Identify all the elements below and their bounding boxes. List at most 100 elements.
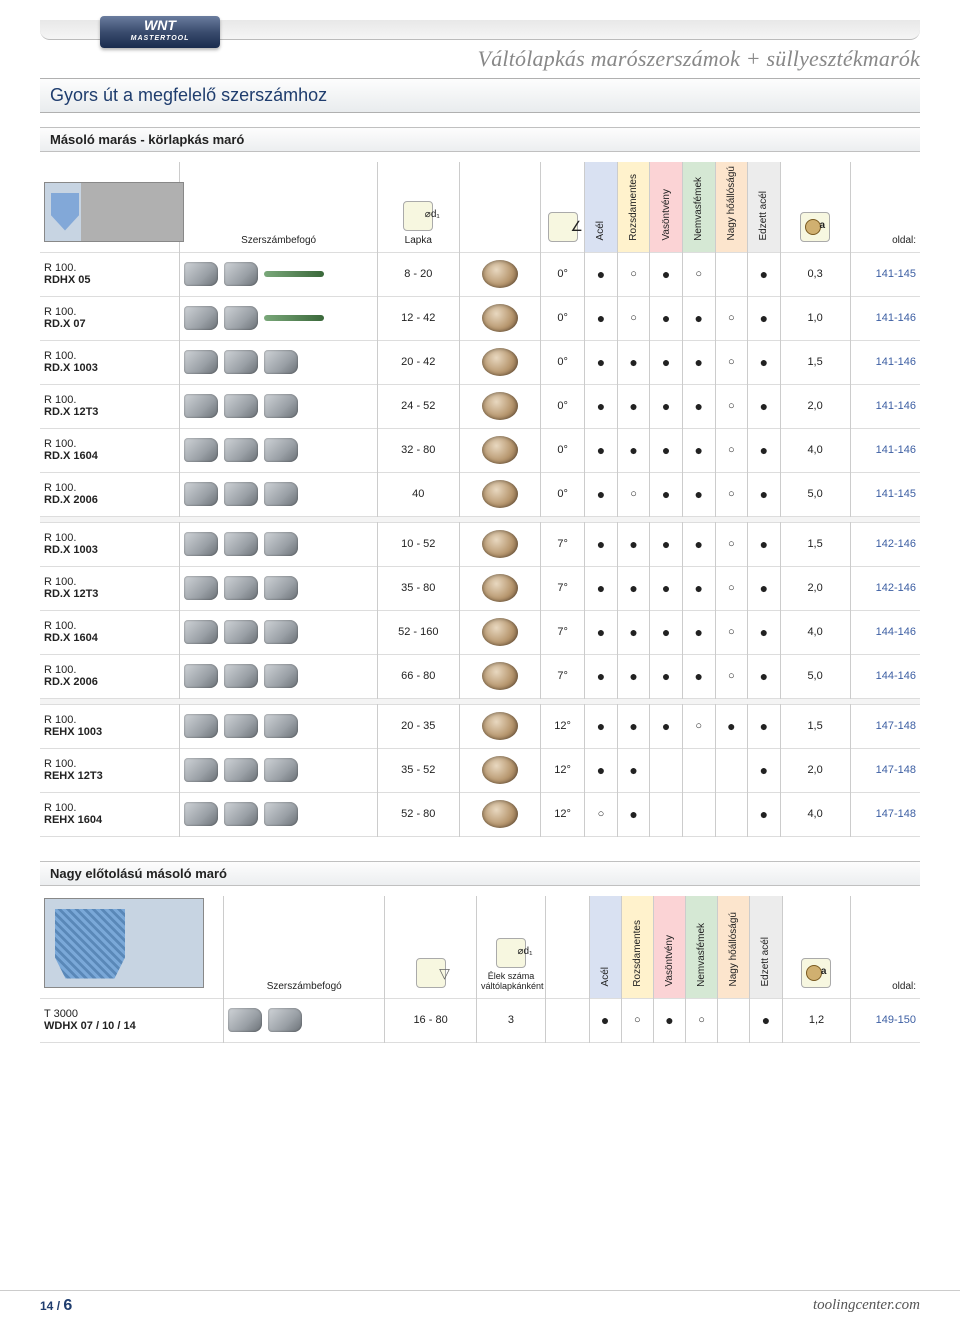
col2-m2: Rozsdamentes bbox=[621, 896, 653, 999]
row-m4: ● bbox=[682, 296, 715, 340]
row-holder bbox=[180, 704, 378, 748]
dot-icon: ● bbox=[597, 580, 605, 596]
row-m2: ○ bbox=[617, 296, 650, 340]
row-m4 bbox=[682, 748, 715, 792]
row-m6: ● bbox=[748, 748, 781, 792]
row-m1: ● bbox=[585, 384, 618, 428]
circle-icon: ○ bbox=[630, 312, 637, 324]
row-lapka: 8 - 20 bbox=[378, 252, 459, 296]
row-l1: R 100. bbox=[44, 262, 175, 274]
footer-url: toolingcenter.com bbox=[813, 1297, 920, 1315]
row-a: 2,0 bbox=[780, 384, 850, 428]
dot-icon: ● bbox=[694, 536, 702, 552]
row-l1: R 100. bbox=[44, 714, 175, 726]
row-name: R 100. RDHX 05 bbox=[40, 252, 180, 296]
col-holder: Szerszámbefogó bbox=[180, 162, 378, 252]
row-angle: 12° bbox=[540, 748, 584, 792]
row-m4: ● bbox=[682, 384, 715, 428]
dot-icon: ● bbox=[629, 668, 637, 684]
dot-icon: ● bbox=[597, 354, 605, 370]
dot-icon: ● bbox=[760, 668, 768, 684]
row-m5: ○ bbox=[715, 654, 748, 698]
row-m1: ● bbox=[589, 998, 621, 1042]
row-name: R 100. REHX 1003 bbox=[40, 704, 180, 748]
row-m2: ● bbox=[617, 340, 650, 384]
row-l2: REHX 1604 bbox=[44, 814, 175, 826]
col2-edges-label: Élek száma váltólapkánként bbox=[481, 972, 541, 992]
holder-tool bbox=[264, 714, 298, 738]
logo-line2: MASTERTOOL bbox=[100, 34, 220, 43]
row-m1: ● bbox=[585, 472, 618, 516]
row-spacer bbox=[545, 998, 589, 1042]
row-insert bbox=[459, 252, 540, 296]
holder-tool bbox=[224, 262, 258, 286]
holder-tool bbox=[224, 306, 258, 330]
row-holder bbox=[180, 748, 378, 792]
row-a: 2,0 bbox=[780, 748, 850, 792]
col-page-label: oldal: bbox=[892, 235, 916, 246]
tri-icon bbox=[416, 958, 446, 988]
dot-icon: ● bbox=[629, 580, 637, 596]
dot-icon: ● bbox=[629, 536, 637, 552]
row-insert bbox=[459, 522, 540, 566]
holder-tool bbox=[264, 394, 298, 418]
dot-icon: ● bbox=[760, 266, 768, 282]
row-page: 141-146 bbox=[850, 296, 920, 340]
band-title: Gyors út a megfelelő szerszámhoz bbox=[40, 78, 920, 113]
row-m6: ● bbox=[750, 998, 782, 1042]
row-m6: ● bbox=[748, 252, 781, 296]
circle-icon: ○ bbox=[728, 312, 735, 324]
row-lapka: 12 - 42 bbox=[378, 296, 459, 340]
row-m6: ● bbox=[748, 384, 781, 428]
m4b-label: Nemvasfémek bbox=[696, 921, 707, 989]
dot-icon: ● bbox=[662, 668, 670, 684]
footer-page-big: 6 bbox=[63, 1297, 72, 1314]
row-m4: ● bbox=[682, 566, 715, 610]
dot-icon: ● bbox=[629, 354, 637, 370]
row-m1: ● bbox=[585, 252, 618, 296]
m3b-label: Vasöntvény bbox=[664, 933, 675, 989]
col-page: oldal: bbox=[850, 162, 920, 252]
m4-label: Nemvasfémek bbox=[693, 175, 704, 243]
dot-icon: ● bbox=[762, 1012, 770, 1028]
row-l1: R 100. bbox=[44, 576, 175, 588]
m6b-label: Edzett acél bbox=[760, 935, 771, 988]
m2-label: Rozsdamentes bbox=[628, 172, 639, 243]
insert-icon bbox=[482, 260, 518, 288]
dot-icon: ● bbox=[760, 354, 768, 370]
row-name: R 100. RD.X 07 bbox=[40, 296, 180, 340]
row-insert bbox=[459, 472, 540, 516]
row-a: 1,5 bbox=[780, 340, 850, 384]
col-m5: Nagy hőállóságú bbox=[715, 162, 748, 252]
row-l1: R 100. bbox=[44, 532, 175, 544]
row-holder bbox=[180, 428, 378, 472]
row-m2: ○ bbox=[617, 252, 650, 296]
row-l2: RD.X 12T3 bbox=[44, 406, 175, 418]
dot-icon: ● bbox=[694, 624, 702, 640]
col2-m3: Vasöntvény bbox=[653, 896, 685, 999]
col-m6: Edzett acél bbox=[748, 162, 781, 252]
diagram-cell-2 bbox=[40, 896, 224, 999]
row-page: 141-146 bbox=[850, 428, 920, 472]
holder-tool bbox=[184, 802, 218, 826]
angle-icon bbox=[548, 212, 578, 242]
row-l2: RD.X 1604 bbox=[44, 632, 175, 644]
dot-icon: ● bbox=[597, 486, 605, 502]
row-a: 1,5 bbox=[780, 522, 850, 566]
row-m2: ● bbox=[617, 610, 650, 654]
row-name: R 100. RD.X 12T3 bbox=[40, 384, 180, 428]
row-angle: 7° bbox=[540, 610, 584, 654]
dot-icon: ● bbox=[662, 580, 670, 596]
row-m3: ● bbox=[650, 296, 683, 340]
col-angle bbox=[540, 162, 584, 252]
row-holder bbox=[180, 252, 378, 296]
row-page: 144-146 bbox=[850, 610, 920, 654]
table-row: R 100. REHX 12T3 35 - 52 12° ● ● ● 2,0 1… bbox=[40, 748, 920, 792]
a-icon bbox=[800, 212, 830, 242]
circle-icon: ○ bbox=[630, 268, 637, 280]
table-row: T 3000 WDHX 07 / 10 / 14 16 - 80 3 ● ○ ●… bbox=[40, 998, 920, 1042]
dot-icon: ● bbox=[597, 718, 605, 734]
m1-label: Acél bbox=[595, 219, 606, 242]
section2-table: Szerszámbefogó Élek száma váltólapkánkén… bbox=[40, 896, 920, 1043]
holder-bar bbox=[264, 315, 324, 321]
